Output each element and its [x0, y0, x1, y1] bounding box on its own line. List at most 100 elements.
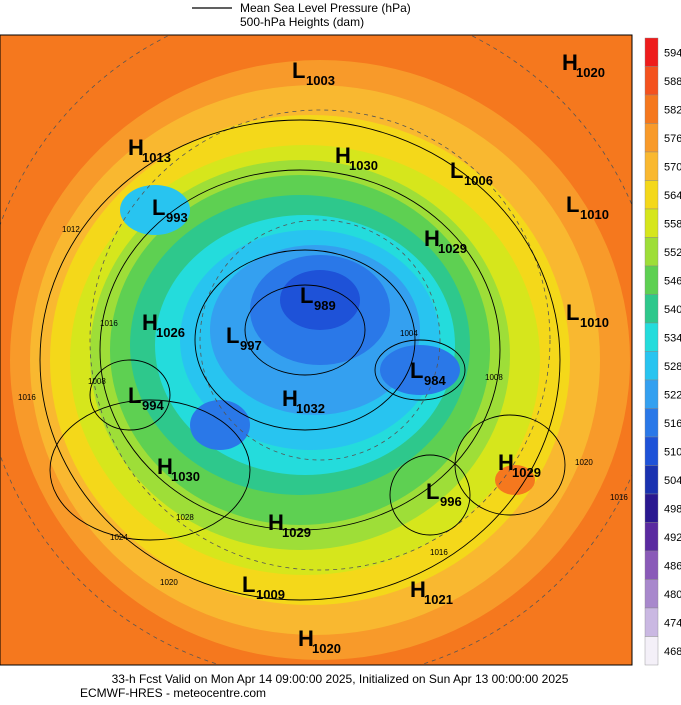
pressure-center: L 996	[426, 479, 462, 509]
pressure-value: 984	[424, 373, 446, 388]
pressure-center: L 984	[410, 358, 446, 388]
colorbar-swatch	[644, 607, 659, 637]
footer-line: 33-h Fcst Valid on Mon Apr 14 09:00:00 2…	[112, 672, 569, 686]
pressure-value: 997	[240, 338, 262, 353]
colorbar-label: 480	[664, 589, 681, 601]
colorbar-swatch	[644, 408, 659, 438]
colorbar-swatch	[644, 493, 659, 523]
colorbar-label: 516	[664, 418, 681, 430]
colorbar-swatch	[644, 208, 659, 238]
pressure-symbol: H	[128, 135, 144, 160]
pressure-symbol: L	[226, 323, 239, 348]
footer-line: ECMWF-HRES - meteocentre.com	[80, 686, 266, 700]
latitude-circle	[199, 219, 441, 461]
colorbar-swatch	[644, 436, 659, 466]
colorbar-label: 540	[664, 304, 681, 316]
legend-line: 500-hPa Heights (dam)	[240, 15, 364, 29]
pressure-symbol: H	[298, 626, 314, 651]
pressure-center: L 997	[226, 323, 262, 353]
isobar-label: 1016	[18, 393, 36, 402]
pressure-value: 1009	[256, 587, 285, 602]
colorbar-swatch	[644, 322, 659, 352]
colorbar-label: 564	[664, 190, 681, 202]
colorbar-label: 558	[664, 218, 681, 230]
colorbar-swatch	[644, 522, 659, 552]
colorbar-swatch	[644, 37, 659, 67]
pressure-symbol: L	[242, 572, 255, 597]
pressure-symbol: H	[142, 310, 158, 335]
pressure-center: L 1010	[566, 300, 609, 330]
colorbar-swatch	[644, 66, 659, 96]
colorbar-label: 528	[664, 361, 681, 373]
pressure-value: 989	[314, 298, 336, 313]
pressure-value: 1030	[349, 158, 378, 173]
colorbar-label: 534	[664, 332, 681, 344]
pressure-symbol: L	[450, 158, 463, 183]
colorbar-label: 588	[664, 76, 681, 88]
colorbar-label: 474	[664, 617, 681, 629]
isobar	[49, 399, 251, 541]
colorbar-label: 594	[664, 47, 681, 59]
colorbar-label: 522	[664, 389, 681, 401]
pressure-symbol: L	[566, 192, 579, 217]
colorbar-swatch	[644, 294, 659, 324]
isobar-label: 1012	[62, 225, 80, 234]
pressure-symbol: H	[424, 226, 440, 251]
pressure-value: 1032	[296, 401, 325, 416]
isobar-label: 1020	[575, 458, 593, 467]
pressure-value: 1029	[282, 525, 311, 540]
colorbar-label: 510	[664, 446, 681, 458]
pressure-value: 1020	[576, 65, 605, 80]
colorbar-swatch	[644, 465, 659, 495]
isobar-label: 1028	[176, 513, 194, 522]
colorbar-swatch	[644, 550, 659, 580]
colorbar-swatch	[644, 379, 659, 409]
isobar	[454, 414, 566, 516]
pressure-value: 1029	[438, 241, 467, 256]
isobar	[244, 284, 366, 376]
pressure-value: 994	[142, 398, 164, 413]
map-frame	[0, 34, 633, 666]
colorbar-swatch	[644, 123, 659, 153]
pressure-symbol: L	[292, 58, 305, 83]
isobar-label: 1016	[100, 319, 118, 328]
colorbar-label: 492	[664, 532, 681, 544]
colorbar-label: 570	[664, 161, 681, 173]
isobar	[389, 454, 471, 536]
colorbar-label: 504	[664, 475, 681, 487]
pressure-center: L 1009	[242, 572, 285, 602]
isobar	[99, 169, 501, 531]
colorbar-swatch	[644, 636, 659, 666]
pressure-center: L 1010	[566, 192, 609, 222]
field-band	[190, 400, 250, 450]
colorbar-label: 468	[664, 646, 681, 658]
colorbar-label: 486	[664, 560, 681, 572]
legend-line: Mean Sea Level Pressure (hPa)	[240, 1, 411, 15]
pressure-value: 1003	[306, 73, 335, 88]
pressure-symbol: H	[282, 386, 298, 411]
pressure-value: 1013	[142, 150, 171, 165]
pressure-symbol: H	[268, 510, 284, 535]
isobar-label: 1020	[160, 578, 178, 587]
pressure-center: L 993	[152, 195, 188, 225]
colorbar-label: 552	[664, 247, 681, 259]
pressure-value: 1010	[580, 315, 609, 330]
pressure-value: 993	[166, 210, 188, 225]
pressure-symbol: H	[410, 577, 426, 602]
map-field	[0, 34, 633, 666]
pressure-value: 1010	[580, 207, 609, 222]
isobar	[374, 339, 466, 401]
pressure-symbol: H	[157, 454, 173, 479]
pressure-symbol: L	[410, 358, 423, 383]
pressure-symbol: L	[566, 300, 579, 325]
pressure-symbol: L	[300, 283, 313, 308]
field-band	[495, 465, 535, 495]
pressure-value: 1021	[424, 592, 453, 607]
